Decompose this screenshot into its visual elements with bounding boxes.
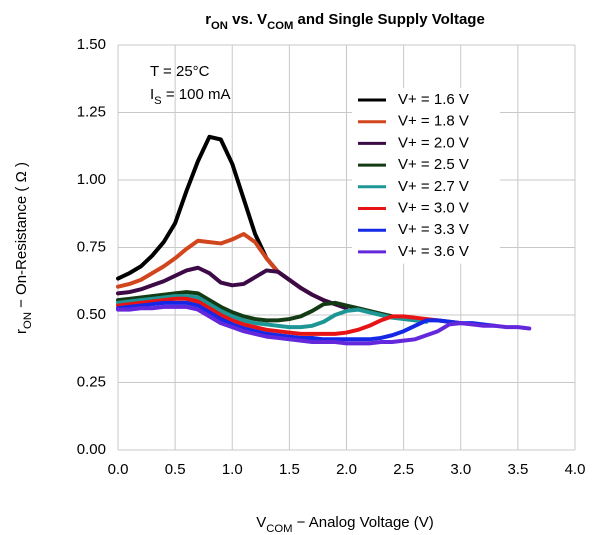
series-line xyxy=(116,290,406,323)
annotation-part: S xyxy=(154,95,162,107)
series-line xyxy=(116,296,463,336)
x-tick-label: 1.5 xyxy=(279,461,300,478)
y-tick-label: 0.25 xyxy=(77,373,106,390)
series-line xyxy=(116,304,532,346)
chart-title-part: COM xyxy=(267,20,293,32)
y-axis-label-part: − On-Resistance ( Ω ) xyxy=(13,162,30,312)
x-axis-label-part: V xyxy=(256,514,266,531)
annotation-part: = 100 mA xyxy=(162,86,231,103)
series-line xyxy=(116,265,349,311)
chart-title-part: ON xyxy=(211,20,228,32)
legend-label: V+ = 2.5 V xyxy=(398,156,469,173)
chart-title-part: and Single Supply Voltage xyxy=(293,11,484,28)
x-tick-label: 2.0 xyxy=(336,461,357,478)
y-tick-label: 0.50 xyxy=(77,306,106,323)
legend-label: V+ = 3.0 V xyxy=(398,199,469,216)
legend-box xyxy=(352,88,500,264)
annotation-part: T = 25°C xyxy=(150,63,210,80)
y-tick-label: 0.75 xyxy=(77,238,106,255)
x-tick-label: 4.0 xyxy=(565,461,586,478)
series-line xyxy=(116,294,429,330)
series-line xyxy=(116,300,498,342)
x-axis-label-part: − Analog Voltage (V) xyxy=(292,514,433,531)
chart-title: rON vs. VCOM and Single Supply Voltage xyxy=(205,11,485,32)
legend-label: V+ = 3.6 V xyxy=(398,243,469,260)
y-tick-label: 0.00 xyxy=(77,441,106,458)
y-tick-label: 1.50 xyxy=(77,36,106,53)
x-axis-label-part: COM xyxy=(266,523,292,535)
legend-label: V+ = 1.6 V xyxy=(398,91,469,108)
legend-label: V+ = 2.0 V xyxy=(398,134,469,151)
x-tick-label: 0.0 xyxy=(108,461,129,478)
x-tick-label: 3.5 xyxy=(507,461,528,478)
annotation: IS = 100 mA xyxy=(150,86,230,107)
y-axis-label-part: r xyxy=(13,329,30,334)
y-axis-label-part: ON xyxy=(22,312,34,329)
x-axis-label: VCOM − Analog Voltage (V) xyxy=(256,514,434,535)
series-line xyxy=(116,232,326,303)
chart-title-part: r xyxy=(205,11,211,28)
chart-title-part: vs. V xyxy=(228,11,267,28)
y-axis-label: rON − On-Resistance ( Ω ) xyxy=(13,162,34,334)
x-tick-label: 3.0 xyxy=(450,461,471,478)
annotation-part: I xyxy=(150,86,154,103)
x-tick-label: 2.5 xyxy=(393,461,414,478)
legend-label: V+ = 3.3 V xyxy=(398,221,469,238)
annotation: T = 25°C xyxy=(150,63,210,80)
legend-label: V+ = 1.8 V xyxy=(398,113,469,130)
x-tick-label: 1.0 xyxy=(222,461,243,478)
legend-label: V+ = 2.7 V xyxy=(398,178,469,195)
x-tick-label: 0.5 xyxy=(165,461,186,478)
y-tick-label: 1.25 xyxy=(77,103,106,120)
y-tick-label: 1.00 xyxy=(77,171,106,188)
